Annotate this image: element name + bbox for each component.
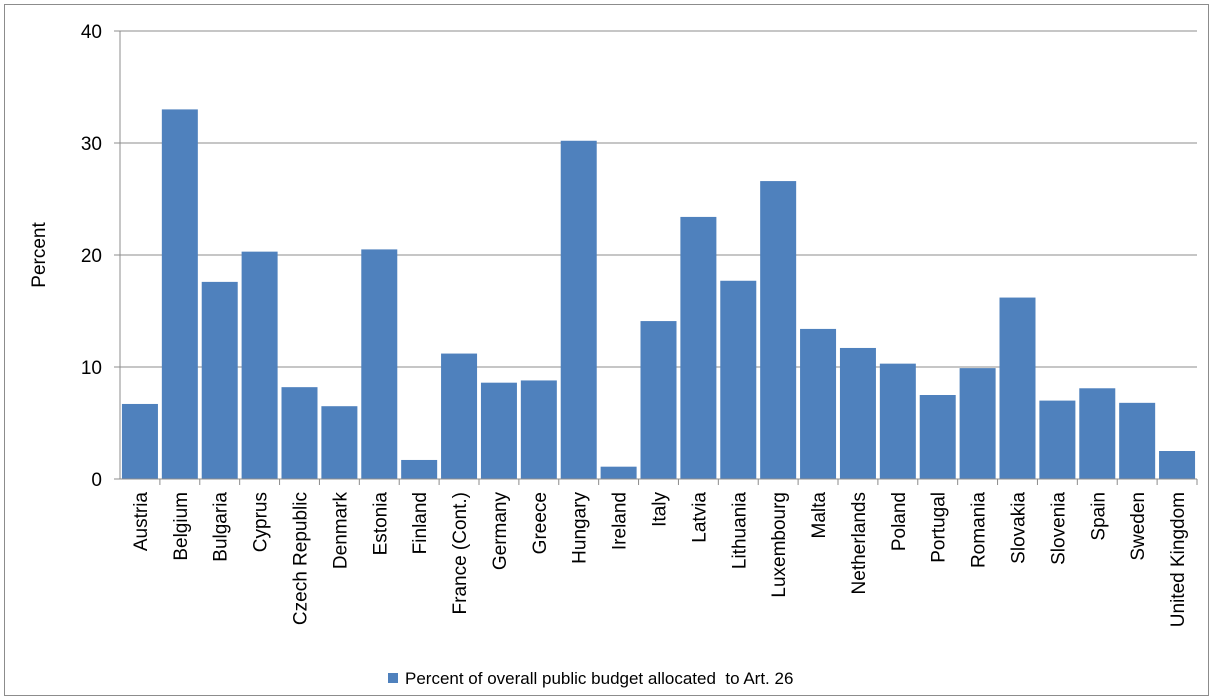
x-tick-label: Greece: [530, 492, 551, 554]
bar: [600, 466, 637, 479]
x-tick-label: Poland: [889, 492, 910, 551]
y-axis-title: Percent: [29, 222, 50, 288]
x-tick-label: Spain: [1088, 492, 1109, 541]
bar: [201, 281, 238, 479]
x-tick-label: Austria: [131, 492, 152, 552]
bar: [441, 353, 478, 479]
x-tick-label: Sweden: [1128, 492, 1149, 561]
x-tick-label: Slovenia: [1048, 492, 1069, 565]
x-tick-label: Netherlands: [849, 492, 870, 594]
bar: [560, 140, 597, 479]
x-tick-label: Ireland: [610, 492, 631, 550]
bar: [879, 363, 916, 479]
x-tick-label: Italy: [650, 492, 671, 527]
bar: [520, 380, 557, 479]
bar: [999, 297, 1036, 479]
x-tick-label: Hungary: [570, 492, 591, 564]
x-tick-labels: Austria Belgium Bulgaria Cyprus Czech Republ…: [131, 479, 1198, 627]
x-tick-label: Denmark: [330, 492, 351, 570]
bar: [361, 249, 398, 479]
y-tick-label: 10: [81, 358, 102, 379]
bar: [321, 406, 358, 479]
bar: [480, 382, 517, 479]
x-tick-label: Luxembourg: [769, 492, 790, 598]
bar: [1079, 388, 1116, 479]
bar: [121, 403, 158, 479]
bar: [281, 387, 318, 479]
x-tick-label: France (Cont.): [450, 492, 471, 614]
bar: [959, 368, 996, 479]
x-tick-label: Malta: [809, 492, 830, 539]
legend-label: Percent of overall public budget allocat…: [405, 669, 793, 688]
x-tick-label: Czech Republic: [291, 492, 312, 625]
bar: [1039, 400, 1076, 479]
bar: [161, 109, 198, 480]
bar: [839, 347, 876, 479]
y-tick-label: 30: [81, 134, 102, 155]
bar: [919, 395, 956, 479]
y-tick-labels: 0 10 20 30 40: [81, 22, 102, 491]
x-tick-label: United Kingdom: [1168, 492, 1189, 627]
x-tick-label: Belgium: [171, 492, 192, 561]
x-tick-label: Finland: [410, 492, 431, 554]
bar: [1119, 402, 1156, 479]
x-tick-label: Cyprus: [251, 492, 272, 552]
bar: [760, 181, 797, 479]
x-tick-label: Estonia: [370, 492, 391, 556]
bar: [241, 251, 278, 479]
x-tick-label: Latvia: [689, 492, 710, 543]
legend-swatch: [388, 673, 398, 683]
x-tick-label: Lithuania: [729, 492, 750, 570]
x-tick-label: Slovakia: [1009, 492, 1030, 564]
x-tick-label: Bulgaria: [211, 492, 232, 562]
bar: [1159, 451, 1196, 479]
bar: [401, 459, 438, 479]
bar: [720, 280, 757, 479]
bar: [800, 328, 837, 479]
bar: [640, 321, 677, 479]
y-tick-label: 0: [91, 470, 102, 491]
bar: [680, 216, 717, 480]
x-tick-label: Romania: [969, 492, 990, 568]
y-tick-label: 20: [81, 246, 102, 267]
y-tick-label: 40: [81, 22, 102, 43]
x-tick-label: Portugal: [929, 492, 950, 563]
bars: [121, 109, 1196, 480]
x-tick-label: Germany: [490, 492, 511, 571]
